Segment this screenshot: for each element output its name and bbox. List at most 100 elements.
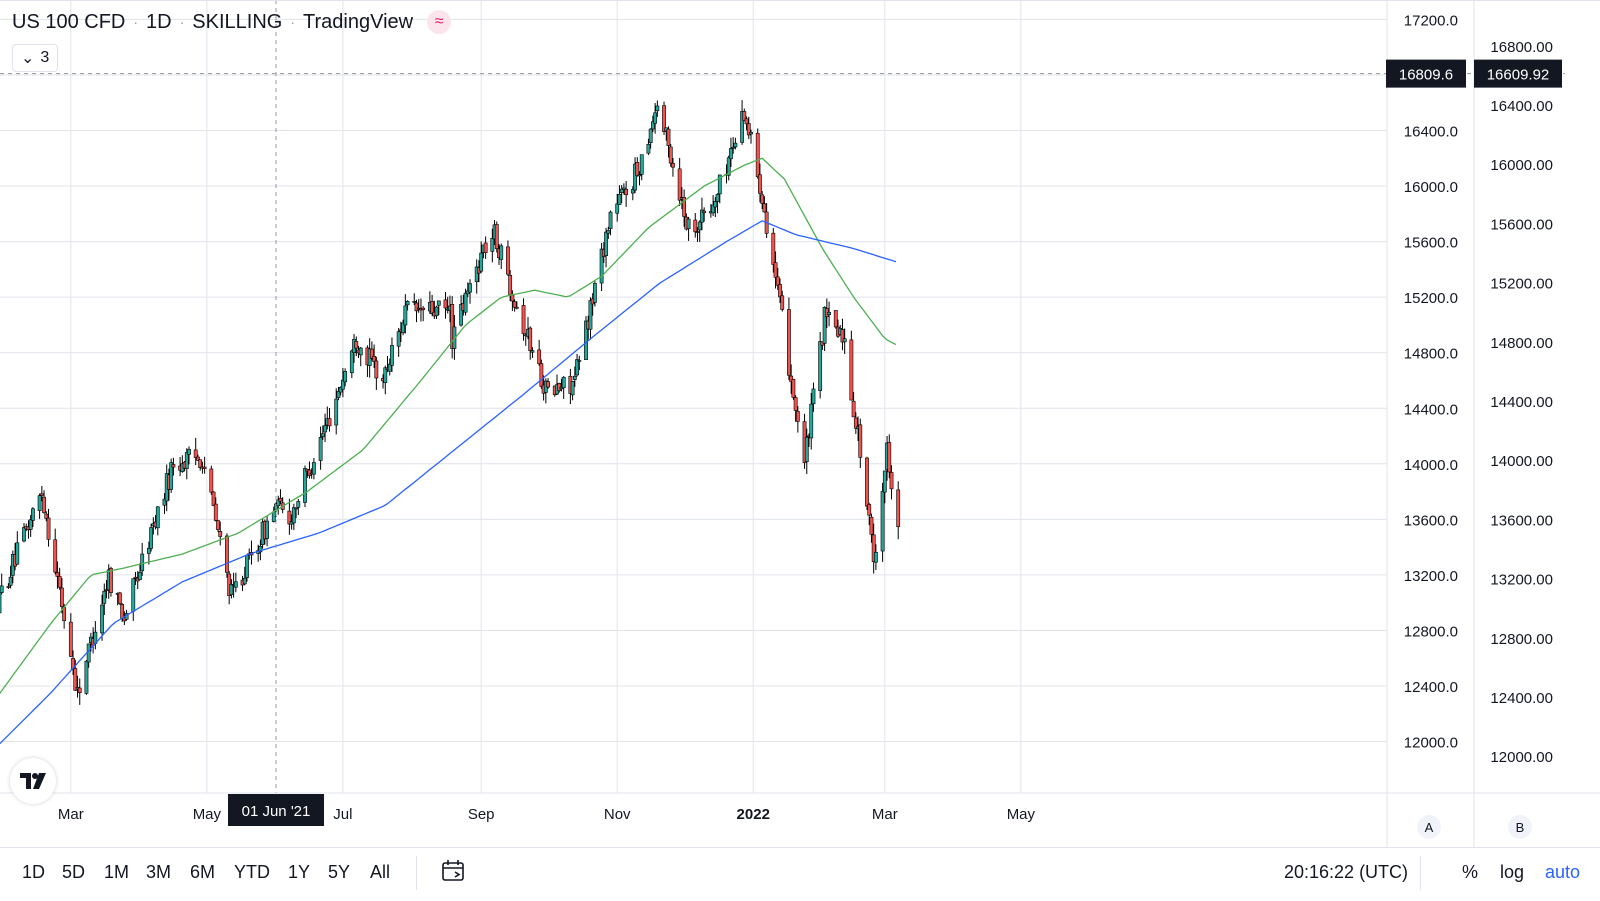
- utc-clock[interactable]: 20:16:22 (UTC): [1284, 862, 1409, 882]
- grid-lines: [0, 0, 1387, 793]
- candle-body: [369, 348, 374, 359]
- candle-body: [22, 527, 26, 542]
- candle-body: [100, 604, 104, 634]
- candle-body: [71, 658, 75, 670]
- candle-body: [662, 105, 666, 132]
- candle-body: [787, 309, 791, 376]
- candle-body: [196, 456, 200, 461]
- candle-body: [374, 360, 379, 379]
- candle-body: [729, 148, 733, 160]
- candles: [0, 100, 901, 705]
- candle-body: [682, 197, 687, 217]
- candle-body: [749, 131, 753, 135]
- candle-body: [865, 457, 869, 507]
- percent-scale-toggle[interactable]: %: [1462, 862, 1479, 882]
- candle-body: [242, 577, 247, 585]
- go-to-date-icon[interactable]: [440, 858, 466, 889]
- candle-body: [336, 391, 341, 398]
- range-button-5d[interactable]: 5D: [62, 862, 86, 882]
- candle-body: [715, 194, 720, 202]
- range-button-5y[interactable]: 5Y: [328, 862, 351, 882]
- candle-body: [653, 112, 658, 124]
- candle-body: [575, 359, 579, 376]
- range-button-1d[interactable]: 1D: [22, 862, 46, 882]
- candle-body: [771, 232, 776, 265]
- candle-body: [323, 425, 327, 433]
- candle-body: [619, 188, 624, 193]
- candle-body: [539, 363, 544, 387]
- chevron-down-icon: ⌄: [21, 50, 35, 67]
- ma-slow-line: [0, 220, 897, 745]
- candle-body: [726, 157, 731, 176]
- candle-body: [633, 163, 637, 191]
- candle-body: [778, 284, 782, 298]
- indicator-count: 3: [40, 49, 50, 66]
- candle-body: [276, 499, 281, 507]
- separator-dot: ·: [179, 14, 185, 30]
- range-button-6m[interactable]: 6M: [190, 862, 216, 882]
- candle-body: [8, 576, 13, 586]
- right-scale-toggle-button[interactable]: B: [1508, 815, 1532, 839]
- candle-body: [858, 424, 863, 458]
- log-scale-toggle[interactable]: log: [1500, 862, 1525, 882]
- candle-body: [880, 491, 885, 552]
- left-scale-toggle-button[interactable]: A: [1417, 815, 1441, 839]
- candle-body: [546, 381, 550, 388]
- price-and-time-axes[interactable]: 17200.016800.016400.016000.015600.015200…: [0, 0, 1600, 847]
- range-button-1m[interactable]: 1M: [104, 862, 130, 882]
- candle-body: [577, 360, 582, 362]
- candle-body: [624, 188, 629, 196]
- candle-body: [561, 376, 566, 389]
- candle-body: [401, 322, 406, 334]
- candle-body: [648, 128, 653, 144]
- candle-body: [187, 449, 191, 455]
- left-price-tick-label: 14000.0: [1404, 457, 1458, 474]
- bottom-toolbar: 1D 5D 1M 3M 6M YTD 1Y 5Y All 20:16:22 (U…: [0, 847, 1600, 901]
- range-button-all[interactable]: All: [370, 862, 391, 882]
- range-button-1y[interactable]: 1Y: [288, 862, 311, 882]
- candle-body: [412, 300, 417, 303]
- indicators-collapse-button[interactable]: ⌄ 3: [12, 44, 59, 72]
- candle-body: [31, 508, 35, 521]
- candle-body: [149, 527, 154, 549]
- range-button-3m[interactable]: 3M: [146, 862, 172, 882]
- candle-body: [621, 187, 626, 190]
- candle-body: [889, 472, 894, 490]
- candle-body: [84, 660, 89, 694]
- left-price-tick-label: 15200.0: [1404, 290, 1458, 307]
- tradingview-logo-icon[interactable]: [10, 758, 56, 804]
- candle-body: [639, 154, 644, 175]
- right-price-tick-label: 13600.00: [1490, 512, 1553, 529]
- candle-body: [372, 356, 377, 362]
- time-tick-label: Mar: [58, 806, 84, 823]
- candle-body: [459, 304, 463, 326]
- auto-scale-toggle[interactable]: auto: [1545, 862, 1581, 882]
- candle-body: [171, 464, 176, 468]
- candle-body: [430, 301, 435, 314]
- candle-body: [593, 283, 597, 303]
- candle-body: [811, 388, 816, 405]
- candle-body: [604, 231, 608, 256]
- ma-fast-line: [0, 157, 897, 695]
- candle-body: [760, 194, 765, 204]
- candle-body: [184, 452, 189, 469]
- toolbar-divider: [416, 856, 417, 890]
- candle-body: [28, 519, 33, 530]
- candle-body: [109, 568, 113, 593]
- left-price-tick-label: 12000.0: [1404, 735, 1458, 752]
- candle-body: [358, 347, 363, 356]
- candle-body: [882, 470, 887, 493]
- candle-body: [822, 306, 827, 344]
- candle-body: [198, 459, 203, 468]
- candle-body: [15, 542, 20, 565]
- candlestick-chart[interactable]: 17200.016800.016400.016000.015600.015200…: [0, 0, 1600, 847]
- range-button-ytd[interactable]: YTD: [234, 862, 270, 882]
- wave-icon[interactable]: ≈: [427, 10, 452, 34]
- candle-body: [887, 442, 892, 473]
- left-price-tick-label: 17200.0: [1404, 12, 1458, 29]
- symbol-legend[interactable]: US 100 CFD · 1D · SKILLING · TradingView…: [12, 10, 452, 34]
- candle-body: [702, 210, 707, 213]
- left-price-tick-label: 13200.0: [1404, 568, 1458, 585]
- candle-body: [827, 311, 831, 316]
